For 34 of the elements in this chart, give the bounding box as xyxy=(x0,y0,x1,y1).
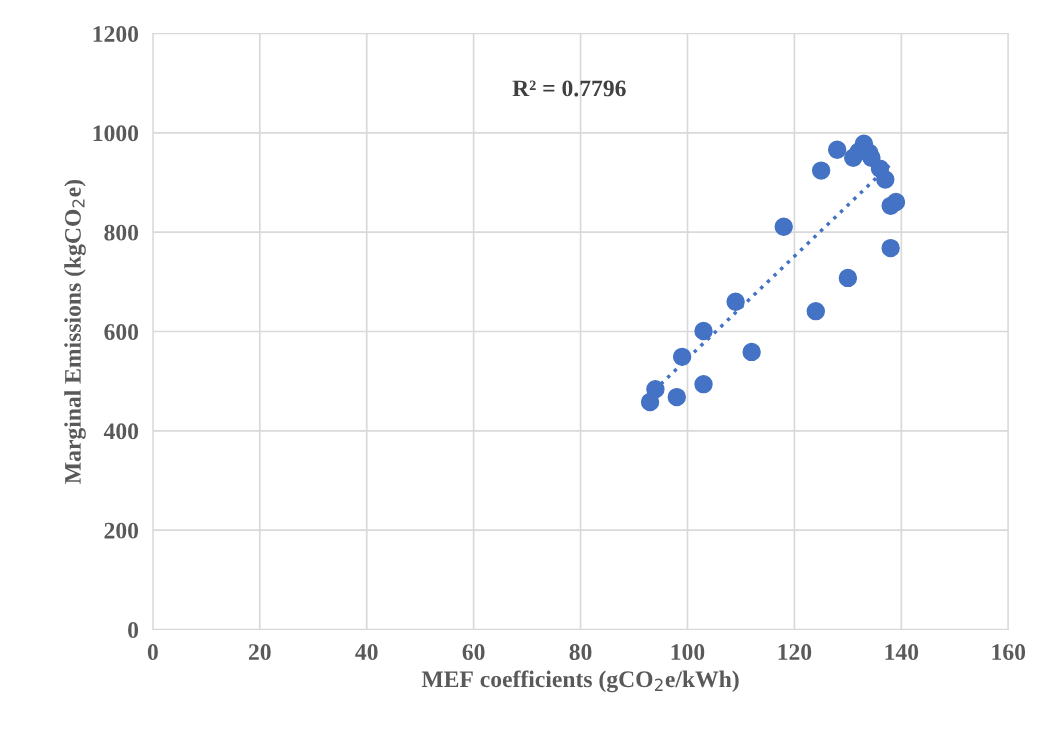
y-tick-label: 600 xyxy=(104,324,139,340)
point xyxy=(806,301,825,321)
y-tick-label: 1200 xyxy=(93,26,139,42)
y-axis-title: Marginal Emissions (kgCO$_{2}$e) xyxy=(64,179,86,484)
y-tick-label: 1000 xyxy=(93,125,139,142)
x-tick-label: 80 xyxy=(569,644,592,661)
x-axis-title: MEF coefficients (gCO$_{2}$e/kWh) xyxy=(421,670,739,693)
y-tick-label: 0 xyxy=(128,622,139,638)
x-tick-label: 0 xyxy=(147,644,158,661)
point xyxy=(811,161,831,180)
point xyxy=(742,342,761,362)
x-tick-label: 120 xyxy=(778,644,812,661)
y-tick-label: 200 xyxy=(104,522,139,539)
point xyxy=(694,374,713,394)
x-tick-label: 140 xyxy=(885,644,919,661)
y-tick-label: 400 xyxy=(103,423,139,440)
point xyxy=(886,192,906,212)
x-tick-label: 60 xyxy=(462,644,485,661)
point xyxy=(667,387,686,407)
point xyxy=(774,217,793,236)
point xyxy=(881,238,900,258)
x-tick-label: 160 xyxy=(992,644,1026,661)
point xyxy=(876,170,895,189)
x-tick-label: 40 xyxy=(355,644,378,661)
point xyxy=(726,292,745,311)
point xyxy=(827,140,847,159)
point xyxy=(838,268,858,288)
point xyxy=(646,379,665,399)
x-tick-label: 20 xyxy=(248,644,271,661)
annotation: R² = 0.7796 xyxy=(512,80,626,97)
y-tick-label: 800 xyxy=(104,224,139,241)
x-tick-label: 100 xyxy=(671,644,705,661)
point xyxy=(694,321,713,341)
point xyxy=(672,347,692,367)
